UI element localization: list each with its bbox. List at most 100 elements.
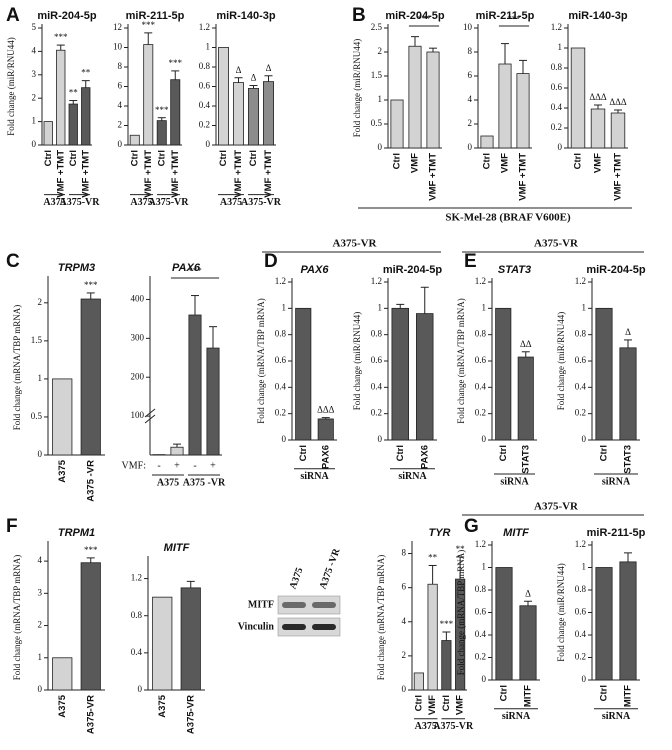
chart-title: MITF [164, 542, 190, 554]
y-tick-label: 0.6 [275, 355, 287, 365]
x-tick-label: Ctrl [43, 150, 54, 166]
significance-label: *** [440, 619, 454, 629]
x-tick-label: MITF [523, 685, 534, 707]
y-tick-label: 2 [378, 46, 383, 56]
y-axis-label: Fold change (mRNA/TBP mRNA) [376, 555, 386, 680]
significance-label: ** [456, 544, 466, 554]
x-tick-label: VMF +TMT [143, 150, 154, 198]
x-tick-label: - [193, 460, 196, 471]
chart-title: TYR [429, 527, 451, 539]
y-tick-label: 6 [118, 81, 123, 91]
significance-label: *** [84, 280, 98, 290]
bar [152, 596, 173, 691]
y-tick-label: 0.5 [31, 411, 43, 421]
bar [170, 446, 184, 456]
y-tick-label: 1 [38, 373, 43, 383]
x-tick-label: VMF [500, 153, 511, 173]
blot-row-label: Vinculin [238, 621, 275, 632]
y-tick-label: 0.8 [575, 584, 587, 594]
significance-label: ** [81, 68, 91, 78]
bar [180, 587, 201, 691]
bar [595, 567, 613, 681]
y-tick-label: 10 [113, 42, 123, 52]
chart-title: miR-204-5p [385, 10, 445, 22]
y-tick-label: 0.4 [371, 381, 383, 391]
y-tick-label: 400 [131, 294, 145, 304]
chart-title: miR-140-3p [568, 10, 628, 22]
bar [206, 347, 220, 456]
chart-title: MITF [503, 527, 529, 539]
y-tick-label: 1.2 [475, 276, 486, 286]
bar [480, 135, 494, 149]
group-label: A375-VR [60, 197, 101, 208]
y-tick-label: 1 [482, 562, 487, 572]
y-tick-label: 0.8 [551, 62, 563, 72]
panel-letter: F [6, 516, 18, 537]
y-tick-label: 0 [582, 674, 587, 684]
x-tick-label: MITF [623, 685, 634, 707]
x-tick-label: Ctrl [441, 695, 452, 711]
chart-title: miR-211-5p [476, 10, 535, 22]
bar [56, 49, 66, 146]
bar [416, 313, 434, 441]
group-label: A375-VR [149, 197, 190, 208]
panel-letter: C [6, 251, 20, 272]
y-tick-label: 1.2 [575, 539, 586, 549]
x-tick-label: VMF +TMT [428, 153, 439, 201]
x-tick-label: VMF [455, 695, 466, 715]
bar [295, 307, 312, 441]
chart-title: miR-140-3p [216, 10, 276, 22]
bar [413, 672, 424, 691]
x-tick-label: Ctrl [395, 445, 406, 461]
y-tick-label: 1.2 [575, 276, 586, 286]
x-tick-label: A375 [57, 694, 68, 717]
y-tick-label: 0.2 [475, 652, 486, 662]
y-tick-label: 0 [206, 139, 211, 149]
axis-break [144, 414, 156, 424]
y-tick-label: 0.2 [275, 408, 286, 418]
y-axis-label: Fold change (mRNA/TBP mRNA) [12, 305, 22, 430]
y-tick-label: 0.6 [199, 81, 211, 91]
bar [426, 51, 440, 149]
y-tick-label: 0.2 [199, 120, 210, 130]
bar [52, 657, 73, 691]
x-tick-label: A375-VR [85, 695, 96, 734]
bar [570, 47, 586, 149]
y-tick-label: 1 [558, 42, 563, 52]
y-tick-label: 0.8 [199, 61, 211, 71]
y-tick-label: 0.2 [575, 408, 586, 418]
bar [517, 356, 534, 441]
bracket-label: *** [507, 14, 521, 24]
y-tick-label: 0.8 [575, 329, 587, 339]
x-tick-label: Ctrl [413, 695, 424, 711]
y-tick-label: 1 [282, 302, 287, 312]
bar [408, 45, 422, 149]
significance-label: *** [142, 20, 156, 30]
significance-label: Δ [525, 588, 531, 598]
group-label: A375-VR [433, 721, 474, 732]
y-tick-label: 0 [582, 434, 587, 444]
y-tick-label: 1 [378, 302, 383, 312]
y-tick-label: 0.6 [551, 82, 563, 92]
x-tick-label: Ctrl [248, 150, 259, 166]
chart-title: miR-211-5p [126, 10, 185, 22]
group-label: A375 [220, 197, 242, 208]
y-tick-label: 1 [482, 302, 487, 312]
y-axis-label: Fold change (mRNA/TBP mRNA) [456, 298, 466, 423]
y-tick-label: 0 [138, 684, 143, 694]
blot-band [312, 624, 336, 630]
significance-label: *** [169, 58, 183, 68]
x-prefix: VMF: [122, 460, 146, 471]
x-tick-label: VMF +TMT [233, 150, 244, 198]
x-tick-label: A375 -VR [85, 460, 96, 502]
bar [170, 79, 181, 146]
y-tick-label: 0.5 [371, 118, 383, 128]
x-tick-label: A375 [57, 459, 68, 482]
significance-label: ΔΔΔ [317, 405, 335, 415]
significance-label: ΔΔ [520, 339, 532, 349]
y-tick-label: 4 [32, 45, 37, 55]
blot-band [282, 602, 306, 608]
y-tick-label: 0.4 [551, 102, 563, 112]
blot-lane-label: A375 -VR [318, 546, 343, 590]
x-tick-label: VMF +TMT [613, 153, 624, 201]
